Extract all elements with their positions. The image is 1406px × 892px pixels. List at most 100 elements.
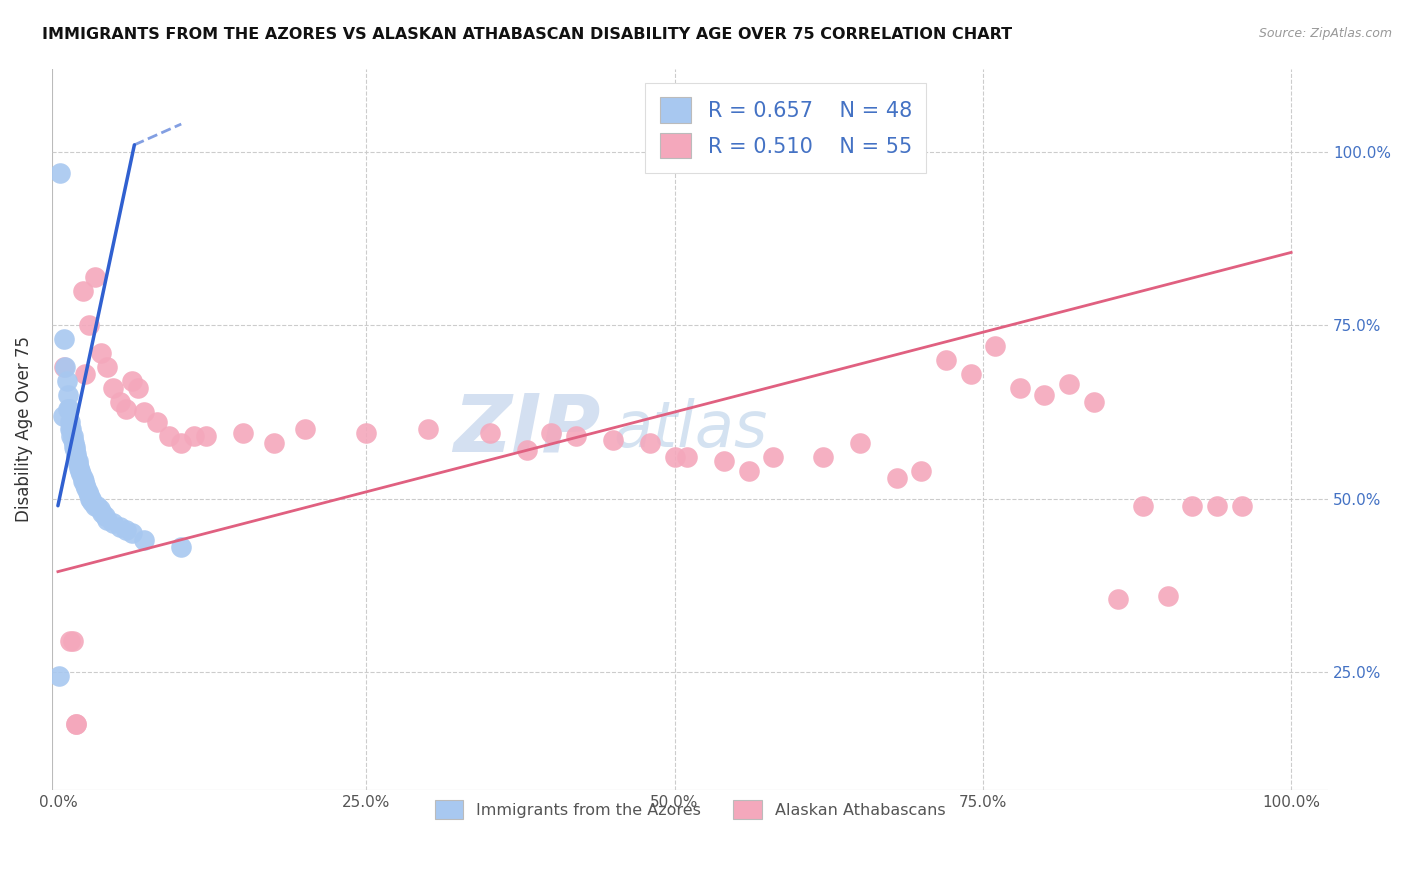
Point — [65, 450, 87, 464]
Point — [77, 488, 100, 502]
Point — [263, 436, 285, 450]
Point — [134, 405, 156, 419]
Point — [73, 367, 96, 381]
Point — [103, 381, 125, 395]
Point — [56, 401, 79, 416]
Point — [62, 433, 84, 447]
Point — [1157, 589, 1180, 603]
Point — [1206, 499, 1229, 513]
Point — [56, 387, 79, 401]
Point — [77, 318, 100, 333]
Point — [108, 519, 131, 533]
Point — [96, 359, 118, 374]
Point — [72, 475, 94, 489]
Text: ZIP: ZIP — [453, 391, 600, 468]
Y-axis label: Disability Age Over 75: Disability Age Over 75 — [15, 336, 32, 523]
Point — [90, 346, 112, 360]
Point — [49, 166, 72, 180]
Point — [72, 471, 94, 485]
Point — [540, 425, 562, 440]
Point — [713, 453, 735, 467]
Point — [65, 447, 87, 461]
Point — [66, 457, 89, 471]
Text: IMMIGRANTS FROM THE AZORES VS ALASKAN ATHABASCAN DISABILITY AGE OVER 75 CORRELAT: IMMIGRANTS FROM THE AZORES VS ALASKAN AT… — [42, 27, 1012, 42]
Point — [48, 669, 70, 683]
Point — [66, 453, 89, 467]
Point — [73, 475, 96, 489]
Point — [89, 502, 111, 516]
Point — [65, 717, 87, 731]
Point — [602, 433, 624, 447]
Point — [848, 436, 870, 450]
Point — [94, 509, 117, 524]
Point — [676, 450, 699, 464]
Point — [52, 409, 75, 423]
Point — [53, 332, 76, 346]
Point — [565, 429, 588, 443]
Point — [58, 401, 80, 416]
Point — [515, 443, 537, 458]
Point — [194, 429, 217, 443]
Point — [1057, 377, 1080, 392]
Point — [55, 374, 77, 388]
Point — [478, 425, 501, 440]
Point — [70, 467, 93, 482]
Point — [145, 416, 167, 430]
Point — [84, 499, 107, 513]
Point — [62, 429, 84, 443]
Point — [737, 464, 759, 478]
Point — [96, 513, 118, 527]
Point — [1132, 499, 1154, 513]
Point — [53, 359, 76, 374]
Point — [84, 269, 107, 284]
Point — [1008, 381, 1031, 395]
Point — [294, 422, 316, 436]
Point — [53, 359, 76, 374]
Legend: Immigrants from the Azores, Alaskan Athabascans: Immigrants from the Azores, Alaskan Atha… — [429, 793, 952, 826]
Point — [1181, 499, 1204, 513]
Point — [79, 491, 101, 506]
Point — [75, 482, 97, 496]
Point — [63, 443, 86, 458]
Text: atlas: atlas — [613, 399, 768, 460]
Point — [60, 429, 83, 443]
Point — [63, 440, 86, 454]
Point — [1033, 387, 1056, 401]
Point — [114, 523, 136, 537]
Point — [1230, 499, 1253, 513]
Point — [638, 436, 661, 450]
Point — [76, 484, 98, 499]
Point — [63, 440, 86, 454]
Point — [86, 499, 108, 513]
Point — [127, 381, 149, 395]
Point — [73, 478, 96, 492]
Point — [108, 394, 131, 409]
Point — [811, 450, 834, 464]
Point — [62, 634, 84, 648]
Point — [80, 491, 103, 506]
Point — [910, 464, 932, 478]
Point — [60, 422, 83, 436]
Point — [72, 284, 94, 298]
Point — [664, 450, 686, 464]
Point — [183, 429, 205, 443]
Point — [59, 416, 82, 430]
Point — [886, 471, 908, 485]
Point — [984, 339, 1007, 353]
Point — [354, 425, 377, 440]
Point — [416, 422, 439, 436]
Point — [103, 516, 125, 530]
Point — [1108, 592, 1130, 607]
Point — [69, 464, 91, 478]
Point — [232, 425, 254, 440]
Point — [959, 367, 981, 381]
Point — [935, 353, 957, 368]
Point — [67, 460, 90, 475]
Point — [762, 450, 785, 464]
Point — [65, 717, 87, 731]
Point — [121, 374, 143, 388]
Point — [157, 429, 180, 443]
Point — [1083, 394, 1105, 409]
Point — [170, 541, 193, 555]
Point — [82, 495, 104, 509]
